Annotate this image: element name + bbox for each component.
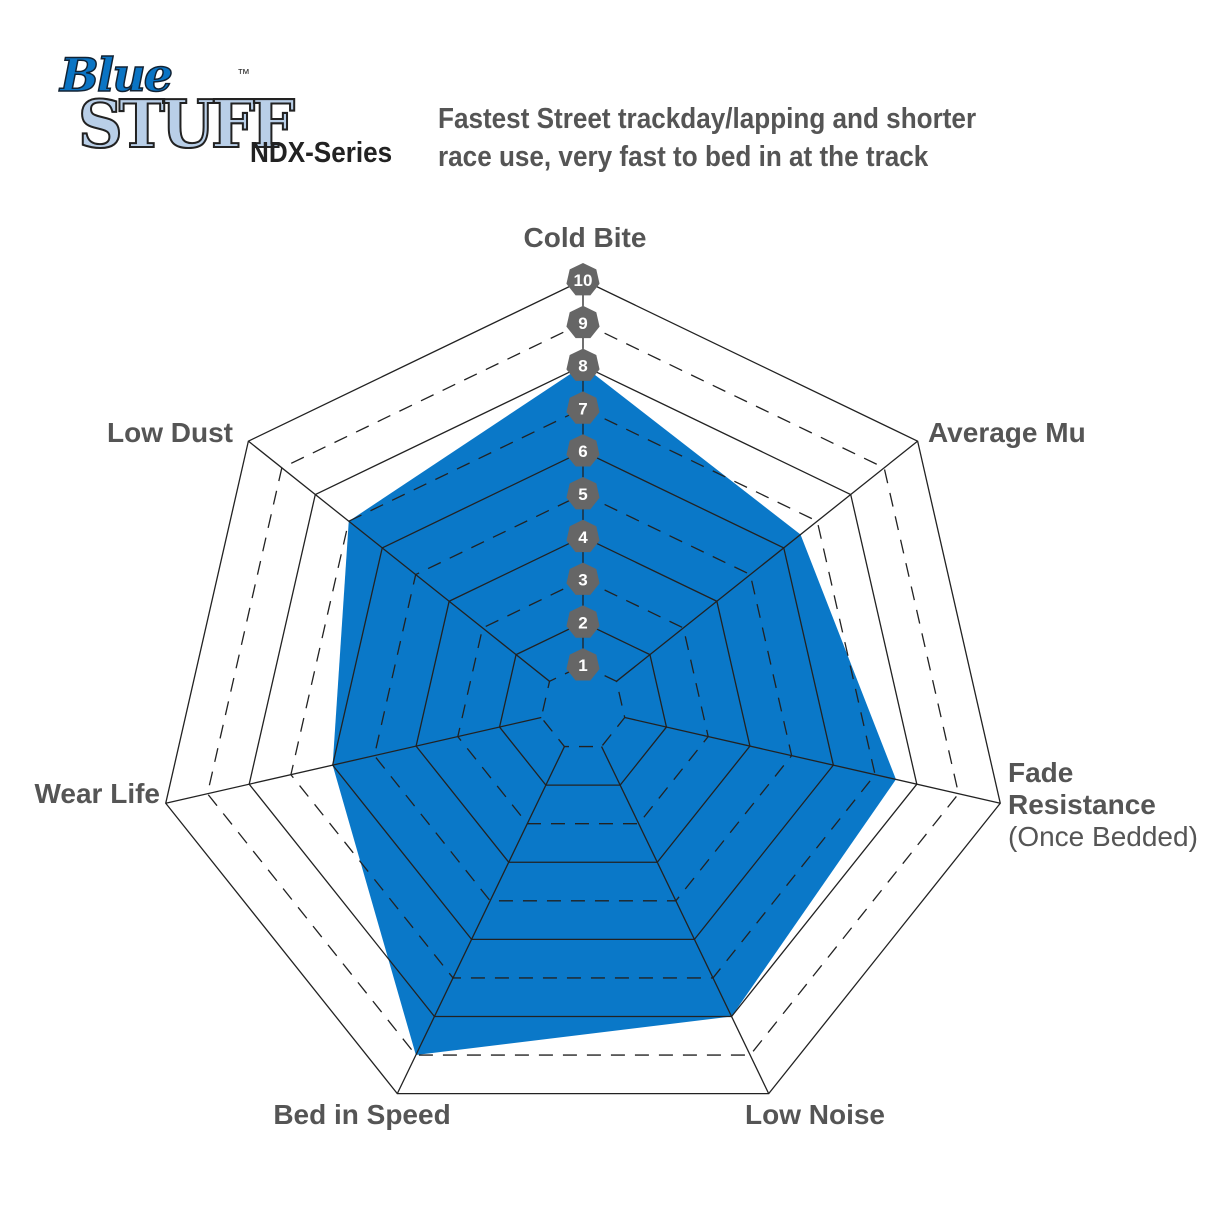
axis-sublabel: (Once Bedded) <box>1008 821 1198 852</box>
grid-ring-9 <box>206 322 960 1056</box>
grid-ring-10 <box>165 279 1001 1095</box>
axis-label: Fade <box>1008 757 1073 788</box>
tick-badge-4 <box>566 519 600 553</box>
tick-label: 4 <box>578 528 588 547</box>
data-polygon <box>332 365 896 1056</box>
tick-label: 3 <box>578 571 587 590</box>
axis-label: Low Dust <box>107 417 233 448</box>
logo-stuff: STUFF <box>77 85 296 164</box>
trademark: ™ <box>237 66 250 81</box>
tick-label: 8 <box>578 357 587 376</box>
tick-label: 5 <box>578 485 587 504</box>
tick-badge-3 <box>566 562 600 595</box>
axis-line <box>600 746 770 1094</box>
tick-badge-6 <box>566 434 600 467</box>
axis-line <box>396 746 566 1094</box>
tick-label: 7 <box>578 399 587 418</box>
tick-label: 1 <box>578 656 587 675</box>
tick-badge-7 <box>566 391 600 424</box>
axis-line <box>165 716 542 804</box>
logo-blue: Blue <box>59 47 174 103</box>
subtitle: Fastest Street trackday/lapping and shor… <box>438 100 976 176</box>
subtitle-line-2: race use, very fast to bed in at the tra… <box>438 141 929 173</box>
subtitle-line-1: Fastest Street trackday/lapping and shor… <box>438 103 977 135</box>
tick-badge-2 <box>566 605 600 638</box>
tick-badge-8 <box>566 348 600 381</box>
tick-label: 6 <box>578 442 587 461</box>
axis-line <box>624 716 1001 804</box>
axis-label: Cold Bite <box>524 222 647 253</box>
tick-badge-1 <box>566 648 600 681</box>
tick-badge-5 <box>566 477 600 510</box>
tick-label: 2 <box>578 613 587 632</box>
series-name: NDX-Series <box>250 137 393 169</box>
tick-label: 10 <box>574 271 593 290</box>
grid-ring-3 <box>457 578 709 825</box>
grid-ring-4 <box>415 536 751 863</box>
axis-label: Bed in Speed <box>273 1099 450 1130</box>
tick-label: 9 <box>578 314 587 333</box>
grid-ring-2 <box>498 621 668 786</box>
grid-ring-1 <box>540 664 626 748</box>
axis-line <box>247 440 550 682</box>
axis-label: Average Mu <box>928 417 1086 448</box>
grid-ring-8 <box>248 364 918 1018</box>
tick-badge-10 <box>566 263 600 296</box>
axis-label: Wear Life <box>34 778 160 809</box>
grid-ring-6 <box>331 450 835 941</box>
axis-label: Resistance <box>1008 789 1156 820</box>
axis-label: Low Noise <box>745 1099 885 1130</box>
axis-line <box>616 440 919 682</box>
tick-badge-9 <box>566 305 600 339</box>
grid-ring-5 <box>373 493 793 902</box>
grid-ring-7 <box>290 407 876 979</box>
